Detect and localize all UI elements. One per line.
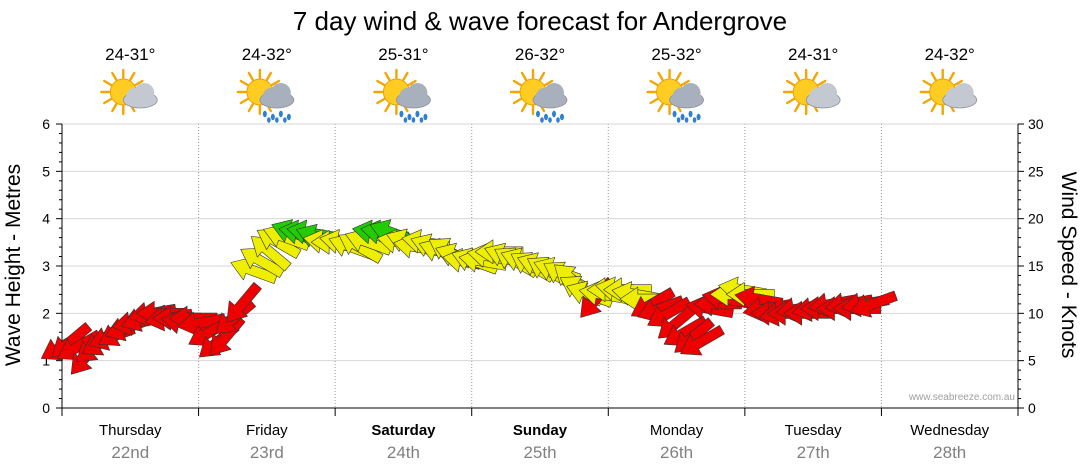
day-header: 24-31° 24-32° 25-31° 26-32° 25-32° 24-31° 24-3… [100, 45, 978, 123]
y-tick-label-left: 4 [42, 211, 50, 227]
day-date: 27th [797, 443, 830, 462]
day-name: Tuesday [785, 422, 842, 439]
day-temp-range: 25-32° [651, 45, 701, 64]
sun-cloud-icon [782, 68, 841, 116]
day-temp-range: 24-31° [105, 45, 155, 64]
cloud-icon [669, 83, 704, 109]
day-footer: Thursday 22nd Friday 23rd Saturday 24th Sunday… [99, 422, 990, 462]
y-tick-label-right: 15 [1028, 258, 1044, 274]
y-axis-right-title: Wind Speed - Knots [1057, 172, 1080, 359]
y-axis-left-title: Wave Height - Metres [2, 164, 25, 366]
day-date: 24th [387, 443, 420, 462]
wind-arrow [226, 282, 262, 323]
day-temp-range: 25-31° [378, 45, 428, 64]
cloud-icon [259, 83, 295, 109]
y-tick-label-left: 0 [42, 400, 50, 416]
sun-cloud-icon [100, 68, 158, 116]
rain-icon [399, 110, 428, 123]
cloud-icon [942, 83, 978, 109]
axes: 0 1 2 3 4 5 6 0 5 10 15 20 25 30 [42, 116, 1044, 416]
y-tick-label-right: 0 [1028, 400, 1036, 416]
chart-title: 7 day wind & wave forecast for Andergrov… [293, 6, 787, 36]
sun-cloud-rain-icon [236, 68, 295, 123]
wind-arrow-shape [850, 290, 898, 318]
wind-arrows [40, 219, 898, 375]
rain-icon [672, 110, 701, 123]
day-name: Thursday [99, 422, 162, 439]
sun-cloud-rain-icon [509, 68, 568, 123]
rain-icon [262, 110, 291, 123]
cloud-icon [396, 83, 431, 109]
y-tick-label-right: 5 [1028, 353, 1036, 369]
y-tick-label-left: 5 [42, 163, 50, 179]
rain-icon [536, 110, 564, 123]
y-tick-label-left: 1 [42, 353, 50, 369]
credit-text: www.seabreeze.com.au [908, 392, 1015, 403]
day-name: Wednesday [910, 422, 989, 439]
day-temp-range: 24-32° [925, 45, 975, 64]
day-date: 23rd [250, 443, 284, 462]
day-temp-range: 24-31° [788, 45, 838, 64]
y-tick-label-left: 2 [42, 305, 50, 321]
day-date: 26th [660, 443, 693, 462]
y-tick-label-left: 3 [42, 258, 50, 274]
cloud-icon [122, 83, 158, 109]
day-temp-range: 24-32° [242, 45, 292, 64]
wind-arrow-shape [680, 325, 725, 356]
day-name: Friday [246, 422, 288, 439]
day-name: Monday [650, 422, 704, 439]
y-tick-label-right: 20 [1028, 211, 1044, 227]
y-tick-label-left: 6 [42, 116, 50, 132]
day-date: 25th [523, 443, 556, 462]
sun-cloud-rain-icon [373, 68, 431, 123]
sun-cloud-icon [919, 68, 978, 116]
sun-cloud-rain-icon [646, 68, 704, 123]
wind-arrow-shape [226, 282, 262, 323]
day-date: 22nd [111, 443, 149, 462]
day-date: 28th [933, 443, 966, 462]
day-name: Saturday [371, 422, 436, 439]
cloud-icon [805, 83, 841, 109]
day-temp-range: 26-32° [515, 45, 565, 64]
y-tick-label-right: 10 [1028, 305, 1044, 321]
cloud-icon [532, 83, 568, 109]
day-name: Sunday [513, 422, 568, 439]
y-tick-label-right: 30 [1028, 116, 1044, 132]
wind-arrow [680, 325, 725, 356]
y-tick-label-right: 25 [1028, 163, 1044, 179]
wind-arrow [850, 290, 898, 318]
